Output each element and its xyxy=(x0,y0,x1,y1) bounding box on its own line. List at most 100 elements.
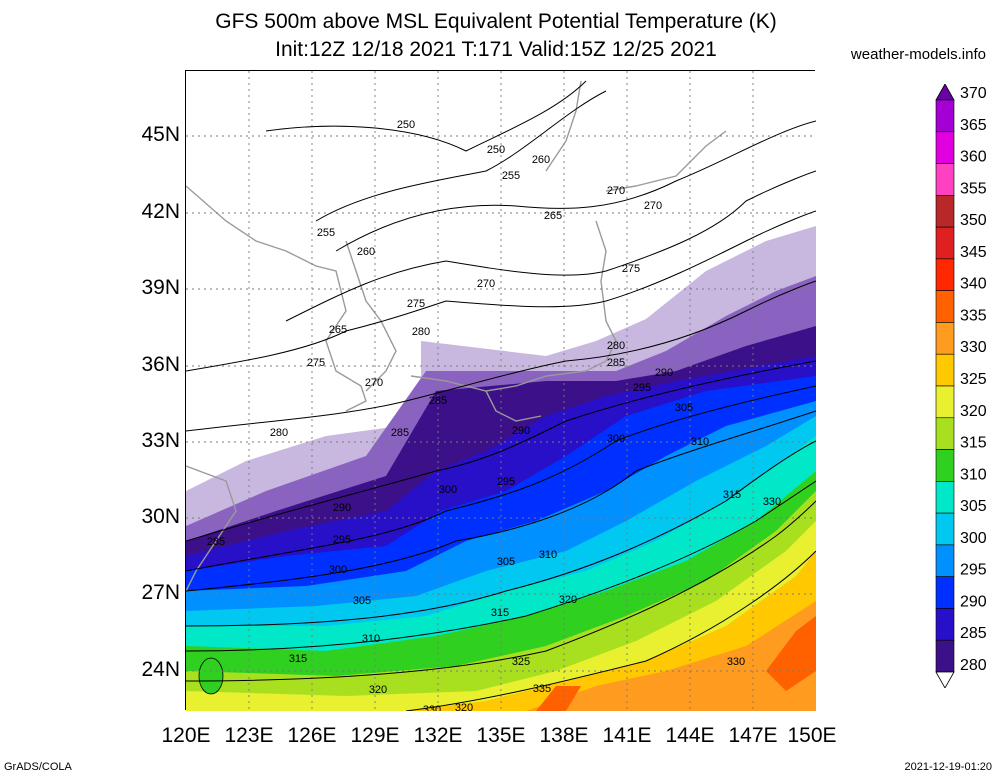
colorbar-label: 280 xyxy=(960,657,987,674)
colorbar-label: 330 xyxy=(960,339,987,356)
warm-pocket xyxy=(198,657,224,695)
contour-label: 295 xyxy=(497,476,515,488)
contour-label: 300 xyxy=(607,433,625,445)
lon-label-135e: 135E xyxy=(476,724,526,747)
contour-label: 255 xyxy=(502,170,520,182)
colorbar-label: 290 xyxy=(960,593,987,610)
contour-label: 305 xyxy=(497,556,515,568)
lon-label-147e: 147E xyxy=(728,724,778,747)
colorbar-label: 355 xyxy=(960,180,987,197)
map-panel: 250 250 255 255 260 260 265 265 270 270 … xyxy=(185,70,817,716)
colorbar-swatch xyxy=(935,608,955,641)
colorbar-swatch xyxy=(935,481,955,514)
lon-label-144e: 144E xyxy=(665,724,715,747)
contour-labels: 250 250 255 255 260 260 265 265 270 270 … xyxy=(207,119,781,716)
lon-label-150e: 150E xyxy=(787,724,837,747)
contour-label: 265 xyxy=(544,210,562,222)
lat-label-27n: 27N xyxy=(141,581,180,604)
lat-label-24n: 24N xyxy=(141,658,180,681)
map-canvas: 250 250 255 255 260 260 265 265 270 270 … xyxy=(185,71,817,716)
band-340 xyxy=(526,601,816,711)
lon-label-123e: 123E xyxy=(224,724,274,747)
colorbar-label: 320 xyxy=(960,403,987,420)
colorbar-label: 300 xyxy=(960,530,987,547)
contour-label: 315 xyxy=(289,653,307,665)
contour-label: 280 xyxy=(270,427,288,439)
colorbar-label: 315 xyxy=(960,435,987,452)
colorbar-top-arrow xyxy=(935,83,955,101)
colorbar-swatch xyxy=(935,258,955,291)
contour-label: 250 xyxy=(397,119,415,131)
colorbar-swatch xyxy=(935,544,955,577)
contour-label: 305 xyxy=(353,595,371,607)
contour-label: 260 xyxy=(357,246,375,258)
colorbar-label: 365 xyxy=(960,117,987,134)
colorbar-swatch xyxy=(935,353,955,387)
colorbar-label: 295 xyxy=(960,562,987,579)
colorbar-label: 340 xyxy=(960,276,987,293)
colorbar-swatch xyxy=(935,99,955,133)
colorbar-swatch xyxy=(935,417,955,450)
contour-label: 335 xyxy=(533,683,551,695)
contour-label: 270 xyxy=(607,185,625,197)
colorbar-swatch xyxy=(935,449,955,482)
contour-label: 310 xyxy=(691,436,709,448)
colorbar-label: 350 xyxy=(960,212,987,229)
contour-label: 290 xyxy=(512,425,530,437)
colorbar-label: 310 xyxy=(960,466,987,483)
colorbar-swatch xyxy=(935,195,955,228)
lat-label-36n: 36N xyxy=(141,353,180,376)
colorbar-label: 285 xyxy=(960,625,987,642)
colorbar-swatch xyxy=(935,322,955,355)
contour-label: 320 xyxy=(369,684,387,696)
contour-label: 290 xyxy=(333,502,351,514)
colorbar-swatch xyxy=(935,290,955,323)
colorbar-label: 335 xyxy=(960,307,987,324)
lon-label-129e: 129E xyxy=(350,724,400,747)
map-title: GFS 500m above MSL Equivalent Potential … xyxy=(215,10,777,33)
contour-label: 280 xyxy=(607,340,625,352)
contour-label: 275 xyxy=(622,263,640,275)
contour-label: 270 xyxy=(365,377,383,389)
contour-label: 325 xyxy=(512,656,530,668)
contour-label: 255 xyxy=(317,227,335,239)
contour-label: 270 xyxy=(477,278,495,290)
colorbar-swatch xyxy=(935,131,955,164)
lon-label-120e: 120E xyxy=(161,724,211,747)
contour-label: 285 xyxy=(429,395,447,407)
colorbar-bottom-arrow xyxy=(935,671,955,689)
lat-label-39n: 39N xyxy=(141,276,180,299)
contour-label: 310 xyxy=(362,633,380,645)
contour-label: 275 xyxy=(307,357,325,369)
contour-label: 330 xyxy=(763,496,781,508)
contour-label: 275 xyxy=(407,298,425,310)
contour-label: 260 xyxy=(532,154,550,166)
site-label: weather-models.info xyxy=(850,46,986,63)
contour-label: 305 xyxy=(675,402,693,414)
colorbar-swatch xyxy=(935,163,955,196)
lon-label-132e: 132E xyxy=(413,724,463,747)
contour-label: 265 xyxy=(329,324,347,336)
colorbar-label: 370 xyxy=(960,85,987,102)
contour-label: 295 xyxy=(633,382,651,394)
contour-label: 290 xyxy=(655,367,673,379)
colorbar-swatch xyxy=(935,512,955,546)
colorbar: 370 365 360 355 350 345 340 335 330 325 320 315 310 3… xyxy=(934,83,994,689)
contour-label: 320 xyxy=(559,594,577,606)
graticule xyxy=(186,71,816,711)
colorbar-graphic: 370 365 360 355 350 345 340 335 330 325 320 315 310 3… xyxy=(935,83,987,689)
colorbar-swatch xyxy=(935,639,955,673)
colorbar-label: 325 xyxy=(960,371,987,388)
lat-label-33n: 33N xyxy=(141,429,180,452)
contour-label: 315 xyxy=(491,607,509,619)
contour-label: 320 xyxy=(455,702,473,711)
colorbar-labels: 370 365 360 355 350 345 340 335 330 325 320 315 310 3… xyxy=(960,85,987,674)
contours xyxy=(185,80,817,712)
colorbar-label: 345 xyxy=(960,244,987,261)
contour-label: 300 xyxy=(439,484,457,496)
colorbar-label: 360 xyxy=(960,149,987,166)
lat-label-42n: 42N xyxy=(141,200,180,223)
contour-label: 310 xyxy=(539,549,557,561)
contour-label: 300 xyxy=(329,564,347,576)
contour-label: 295 xyxy=(333,534,351,546)
